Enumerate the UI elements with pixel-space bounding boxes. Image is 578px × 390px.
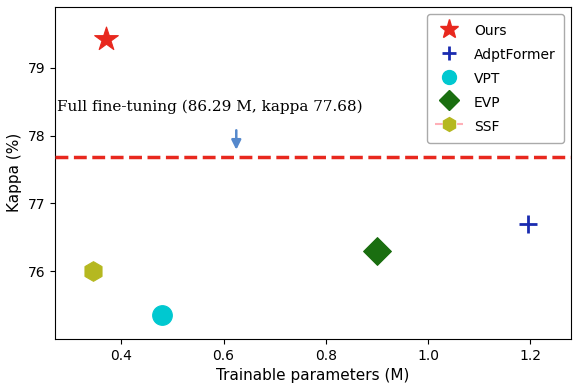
Point <box>523 220 532 227</box>
Legend: Ours, AdptFormer, VPT, EVP, SSF: Ours, AdptFormer, VPT, EVP, SSF <box>427 14 564 143</box>
Point <box>158 312 167 318</box>
Point <box>101 36 110 43</box>
X-axis label: Trainable parameters (M): Trainable parameters (M) <box>216 368 410 383</box>
Point <box>372 248 381 254</box>
Y-axis label: Kappa (%): Kappa (%) <box>7 133 22 213</box>
Text: Full fine-tuning (86.29 M, kappa 77.68): Full fine-tuning (86.29 M, kappa 77.68) <box>57 99 363 114</box>
Point <box>88 268 98 274</box>
